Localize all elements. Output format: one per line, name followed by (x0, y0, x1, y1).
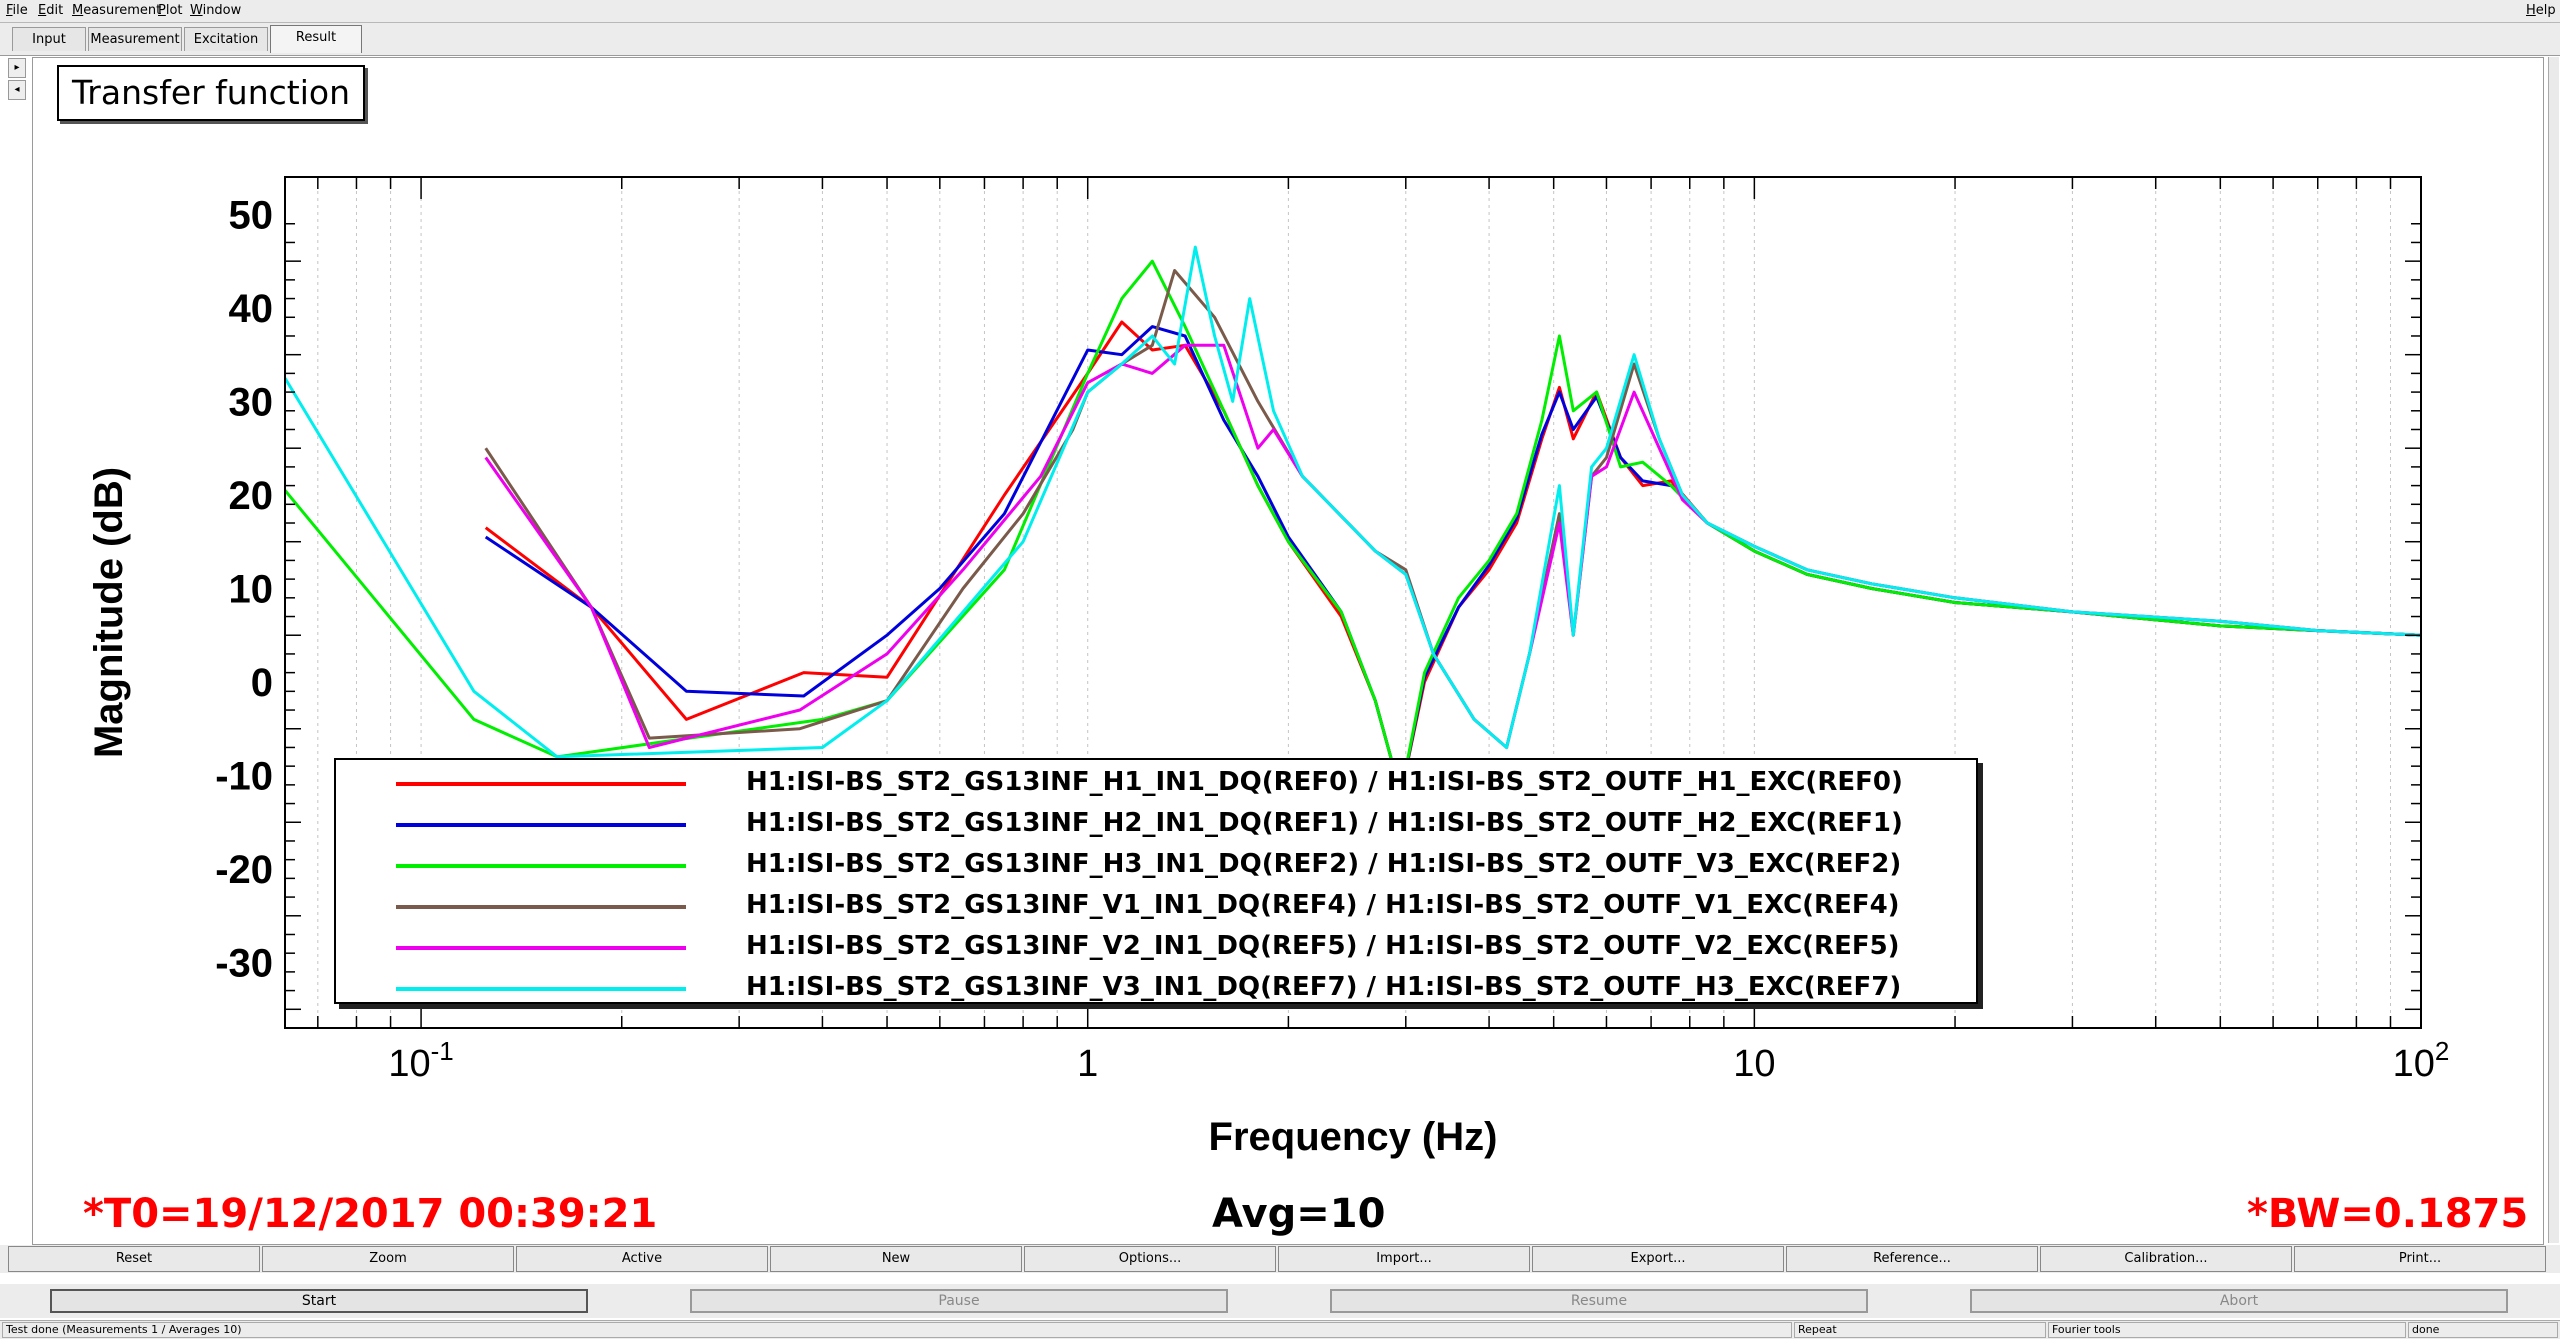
legend-swatch (396, 864, 686, 868)
export-button[interactable]: Export... (1532, 1246, 1784, 1272)
y-tick-label: 30 (229, 380, 274, 424)
series-line (285, 245, 2421, 759)
info-averages: Avg=10 (1212, 1191, 1386, 1237)
series-line (484, 269, 2421, 749)
tab-bar: Input Measurement Excitation Result (0, 23, 2560, 56)
menu-plot[interactable]: Plot (158, 3, 183, 18)
x-axis-label: Frequency (Hz) (1209, 1115, 1498, 1159)
status-bar: Test done (Measurements 1 / Averages 10)… (0, 1320, 2560, 1339)
calibration-button[interactable]: Calibration... (2040, 1246, 2292, 1272)
tab-measurement[interactable]: Measurement (88, 27, 182, 51)
y-tick-label: 20 (229, 474, 274, 518)
y-tick-label: 10 (229, 567, 274, 611)
legend-label: H1:ISI-BS_ST2_GS13INF_V2_IN1_DQ(REF5) / … (746, 931, 1900, 961)
legend-item: H1:ISI-BS_ST2_GS13INF_V3_IN1_DQ(REF7) / … (336, 968, 1976, 1009)
plot-title: Transfer function (57, 65, 365, 121)
abort-button[interactable]: Abort (1970, 1289, 2508, 1313)
menu-help[interactable]: Help (2526, 3, 2556, 18)
resume-button[interactable]: Resume (1330, 1289, 1868, 1313)
legend-item: H1:ISI-BS_ST2_GS13INF_V2_IN1_DQ(REF5) / … (336, 927, 1976, 968)
x-tick-label: 10 (1733, 1043, 1775, 1085)
tab-input[interactable]: Input (12, 27, 86, 51)
y-tick-label: -30 (215, 942, 273, 986)
pause-button[interactable]: Pause (690, 1289, 1228, 1313)
info-bandwidth: *BW=0.1875 (2247, 1191, 2529, 1237)
reference-button[interactable]: Reference... (1786, 1246, 2038, 1272)
zoom-button[interactable]: Zoom (262, 1246, 514, 1272)
arrow-right-icon[interactable]: ▸ (8, 58, 26, 78)
status-mode: Repeat (1794, 1322, 2046, 1338)
y-tick-label: -20 (215, 848, 273, 892)
plot-pad-arrows: ▸ ◂ (8, 58, 26, 100)
legend-label: H1:ISI-BS_ST2_GS13INF_V3_IN1_DQ(REF7) / … (746, 972, 1902, 1002)
axis-frame (284, 176, 2422, 1029)
menu-edit[interactable]: Edit (38, 3, 64, 18)
start-button[interactable]: Start (50, 1289, 588, 1313)
plot-button-bar: Reset Zoom Active New Options... Import.… (0, 1245, 2560, 1273)
status-state: done (2408, 1322, 2558, 1338)
legend-item: H1:ISI-BS_ST2_GS13INF_H3_IN1_DQ(REF2) / … (336, 845, 1976, 886)
import-button[interactable]: Import... (1278, 1246, 1530, 1272)
chart-series (285, 245, 2421, 796)
menu-bar: File Edit Measurement Plot Window Help (0, 0, 2560, 23)
y-tick-label: 0 (251, 661, 273, 705)
series-line (285, 259, 2421, 796)
legend-item: H1:ISI-BS_ST2_GS13INF_V1_IN1_DQ(REF4) / … (336, 886, 1976, 927)
x-tick-label: 102 (2393, 1036, 2450, 1085)
legend-swatch (396, 823, 686, 827)
legend-label: H1:ISI-BS_ST2_GS13INF_H2_IN1_DQ(REF1) / … (746, 808, 1903, 838)
status-tool: Fourier tools (2048, 1322, 2406, 1338)
reset-button[interactable]: Reset (8, 1246, 260, 1272)
x-tick-label: 1 (1077, 1043, 1098, 1085)
series-line (484, 325, 2421, 796)
legend-label: H1:ISI-BS_ST2_GS13INF_H3_IN1_DQ(REF2) / … (746, 849, 1902, 879)
menu-file[interactable]: File (6, 3, 28, 18)
new-button[interactable]: New (770, 1246, 1022, 1272)
tab-result[interactable]: Result (270, 25, 362, 53)
legend[interactable]: H1:ISI-BS_ST2_GS13INF_H1_IN1_DQ(REF0) / … (334, 758, 1978, 1004)
vertical-scrollbar[interactable] (2548, 57, 2559, 1243)
legend-swatch (396, 987, 686, 991)
y-axis-label: Magnitude (dB) (87, 467, 131, 758)
options-button[interactable]: Options... (1024, 1246, 1276, 1272)
action-bar: Start Pause Resume Abort (0, 1284, 2560, 1318)
y-tick-label: 50 (229, 193, 274, 237)
legend-swatch (396, 946, 686, 950)
menu-window[interactable]: Window (190, 3, 242, 18)
y-tick-label: -10 (215, 755, 273, 799)
print-button[interactable]: Print... (2294, 1246, 2546, 1272)
info-t0: *T0=19/12/2017 00:39:21 (83, 1191, 658, 1237)
legend-label: H1:ISI-BS_ST2_GS13INF_H1_IN1_DQ(REF0) / … (746, 767, 1903, 797)
status-message: Test done (Measurements 1 / Averages 10) (2, 1322, 1792, 1338)
arrow-left-icon[interactable]: ◂ (8, 80, 26, 100)
menu-measurement[interactable]: Measurement (72, 3, 162, 18)
legend-swatch (396, 782, 686, 786)
x-tick-label: 10-1 (388, 1036, 453, 1085)
axis-ticks (285, 177, 2422, 1028)
tab-excitation[interactable]: Excitation (184, 27, 268, 51)
legend-item: H1:ISI-BS_ST2_GS13INF_H1_IN1_DQ(REF0) / … (336, 763, 1976, 804)
legend-swatch (396, 905, 686, 909)
y-tick-labels: 50 40 30 20 10 0 -10 -20 -30 (215, 193, 273, 985)
y-tick-label: 40 (229, 287, 274, 331)
legend-label: H1:ISI-BS_ST2_GS13INF_V1_IN1_DQ(REF4) / … (746, 890, 1900, 920)
series-line (484, 320, 2421, 796)
active-button[interactable]: Active (516, 1246, 768, 1272)
x-tick-labels: 10-1 1 10 102 (388, 1036, 2449, 1085)
legend-item: H1:ISI-BS_ST2_GS13INF_H2_IN1_DQ(REF1) / … (336, 804, 1976, 845)
